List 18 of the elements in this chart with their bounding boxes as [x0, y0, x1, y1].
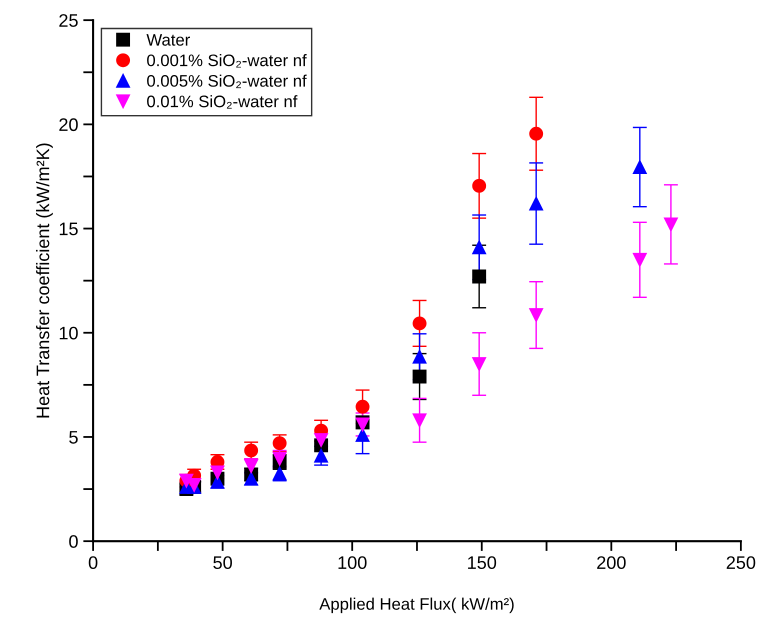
x-axis-title: Applied Heat Flux( kW/m²)	[319, 598, 514, 614]
legend-label: 0.005% SiO₂-water nf	[147, 74, 307, 88]
x-tick-label: 100	[338, 556, 367, 570]
x-tick-label: 150	[468, 556, 496, 570]
y-tick-label: 5	[69, 431, 78, 444]
y-tick-label: 10	[60, 326, 78, 340]
x-tick-label: 250	[726, 556, 756, 570]
x-tick-label: 0	[88, 556, 98, 570]
x-tick-label: 50	[213, 556, 232, 570]
y-tick-label: 25	[59, 14, 78, 27]
legend-label: 0.01% SiO₂-water nf	[147, 95, 298, 109]
y-axis-title: Heat Transfer coefficient (kW/m²K)	[36, 143, 53, 418]
x-tick-label: 200	[597, 556, 626, 570]
y-tick-label: 15	[60, 222, 78, 236]
legend-label: Water	[146, 34, 190, 46]
y-tick-label: 20	[59, 118, 78, 132]
legend-label: 0.001% SiO₂-water nf	[147, 54, 307, 68]
y-tick-label: 0	[69, 535, 78, 548]
